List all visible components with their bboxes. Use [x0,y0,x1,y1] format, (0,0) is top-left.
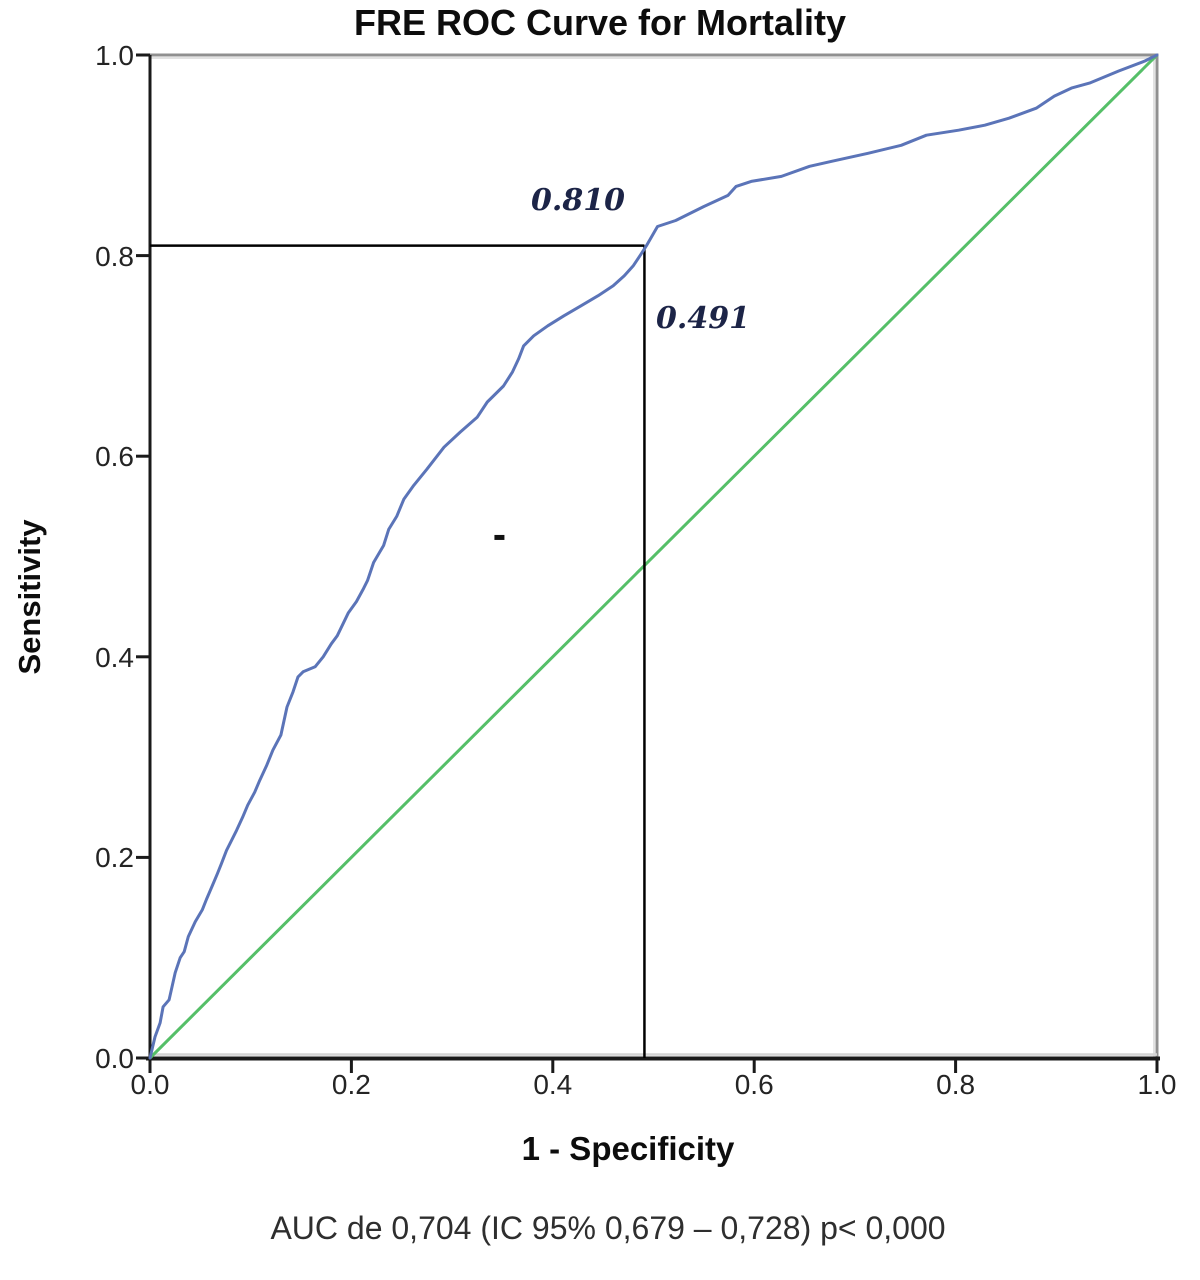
x-tick-label: 0.8 [936,1069,976,1100]
x-axis-title: 1 - Specificity [521,1130,735,1167]
threshold-specificity-label: 0.491 [656,301,750,336]
x-tick-label: 0.6 [734,1069,774,1100]
y-tick-label: 0.8 [95,240,134,272]
threshold-sensitivity-label: 0.810 [531,183,625,218]
chart-title: FRE ROC Curve for Mortality [353,2,847,43]
y-tick-label: 0.6 [95,441,134,473]
y-tick-label: 0.2 [95,842,134,874]
auc-caption: AUC de 0,704 (IC 95% 0,679 – 0,728) p< 0… [270,1210,946,1246]
y-tick-label: 0.4 [95,641,134,673]
y-axis-title: Sensitivity [12,519,47,675]
x-tick-label: 0.4 [533,1069,573,1100]
y-tick-label: 1.0 [95,40,134,71]
x-tick-label: 0.0 [130,1069,170,1100]
y-tick-label: 0.0 [95,1043,134,1074]
roc-curve-line [148,53,1159,1060]
x-tick-label: 1.0 [1137,1069,1177,1100]
reference-diagonal-line [148,53,1159,1060]
x-tick-label: 0.2 [331,1069,371,1100]
axis-tick-marks [136,53,1159,1073]
